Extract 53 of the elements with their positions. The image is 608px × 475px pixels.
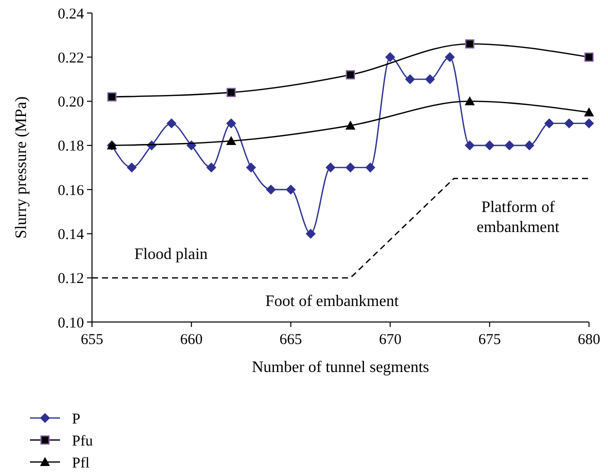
- annotation: Flood plain: [134, 246, 208, 263]
- x-axis-title: Number of tunnel segments: [252, 359, 430, 376]
- point: [524, 140, 534, 150]
- point: [365, 162, 376, 172]
- point: [584, 52, 594, 62]
- y-tick-label: 0.14: [58, 226, 84, 243]
- point: [385, 52, 396, 62]
- point: [345, 120, 356, 130]
- point: [424, 74, 435, 84]
- point: [306, 228, 316, 239]
- point: [126, 162, 137, 172]
- legend-label: Pfl: [72, 455, 90, 472]
- point: [405, 74, 416, 84]
- legend-label: P: [72, 411, 80, 428]
- y-tick-label: 0.12: [58, 271, 84, 288]
- y-tick-label: 0.20: [58, 94, 84, 111]
- point: [226, 88, 236, 98]
- y-tick-label: 0.22: [58, 50, 84, 66]
- point: [544, 118, 554, 128]
- point: [286, 184, 296, 195]
- point: [444, 52, 455, 62]
- legend-label: Pfu: [72, 433, 94, 450]
- x-tick-label: 660: [180, 332, 203, 348]
- x-tick-label: 670: [378, 332, 402, 348]
- point: [464, 96, 475, 106]
- y-tick-label: 0.18: [58, 138, 84, 155]
- y-tick-label: 0.16: [58, 182, 84, 199]
- point: [464, 140, 475, 150]
- point: [484, 140, 495, 150]
- x-tick-label: 665: [280, 332, 302, 348]
- point: [584, 107, 594, 116]
- point: [346, 70, 356, 80]
- y-axis-title: Slurry pressure (MPa): [13, 96, 30, 239]
- x-tick-label: 675: [478, 332, 501, 348]
- y-tick-label: 0.24: [58, 6, 84, 22]
- point: [107, 92, 116, 102]
- point: [564, 118, 574, 128]
- annotation: Platform of embankment: [476, 199, 560, 236]
- point: [226, 136, 236, 146]
- point: [504, 140, 514, 150]
- annotation: Foot of embankment: [265, 293, 400, 310]
- x-tick-label: 680: [578, 332, 600, 348]
- point: [584, 118, 594, 128]
- point: [345, 162, 356, 172]
- point: [166, 118, 177, 128]
- point: [206, 162, 216, 172]
- point: [246, 162, 256, 172]
- point: [465, 39, 474, 48]
- x-tick-label: 655: [80, 332, 104, 348]
- y-tick-label: 0.10: [58, 315, 84, 332]
- point: [226, 118, 236, 128]
- point: [326, 162, 336, 172]
- point: [266, 184, 276, 195]
